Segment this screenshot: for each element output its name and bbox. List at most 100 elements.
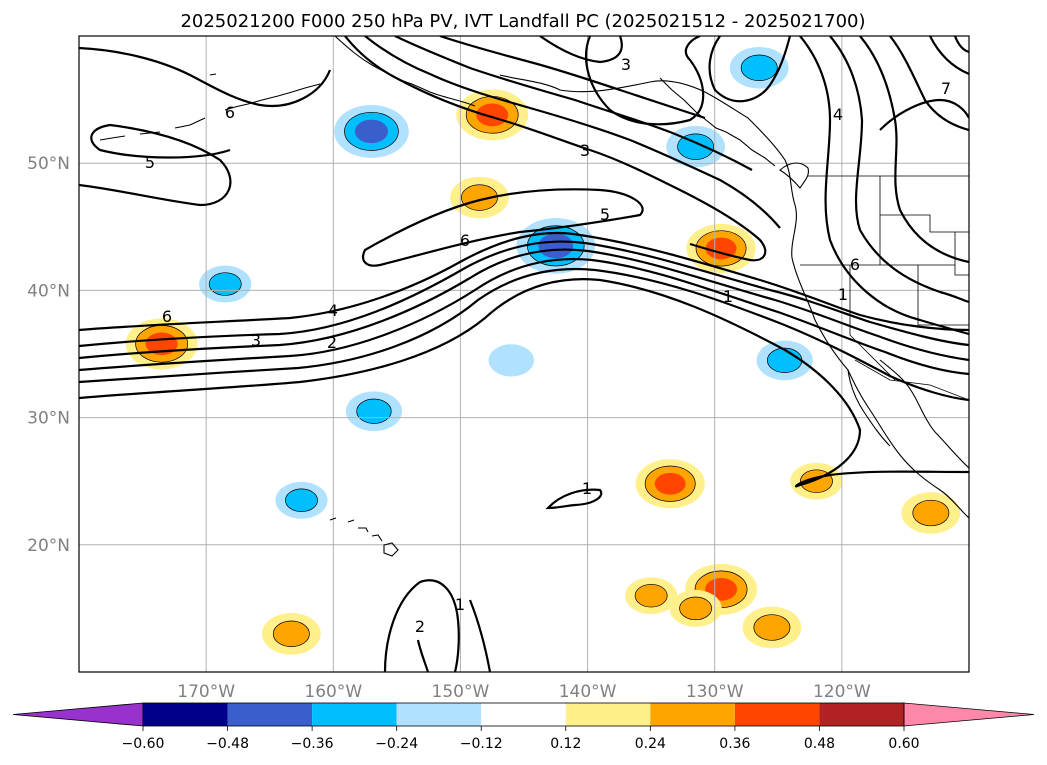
- contour-label: 5: [600, 205, 610, 224]
- contour-label: 3: [251, 331, 261, 350]
- anomaly-shade: [538, 233, 574, 259]
- negative-pv-anomaly: [345, 391, 403, 432]
- anomaly-outline: [695, 230, 747, 267]
- contour-label: 4: [328, 301, 338, 320]
- contour-line: [416, 639, 430, 672]
- contour-label: 5: [145, 153, 155, 172]
- colorbar-segment: [734, 703, 820, 726]
- border-us-states: [800, 176, 969, 381]
- pv-contours: [79, 36, 969, 672]
- contour-line: [79, 240, 969, 348]
- contour-label: 6: [460, 231, 470, 250]
- anomaly-shade: [654, 472, 686, 495]
- contour-label: 1: [582, 479, 592, 498]
- colorbar-segment: [396, 703, 482, 726]
- lon-tick-label: 120°W: [813, 682, 871, 702]
- contour-label: 2: [415, 617, 425, 636]
- lat-tick-label: 50°N: [27, 154, 70, 174]
- negative-pv-anomaly: [275, 481, 328, 519]
- contour-line: [545, 488, 603, 510]
- colorbar: −0.60 −0.48 −0.36 −0.24 −0.12 0.12 0.24 0.36 0.4…: [12, 702, 1035, 752]
- negative-pv-anomaly: [334, 104, 409, 158]
- political-borders: [800, 175, 969, 401]
- map-frame: [78, 35, 970, 673]
- anomaly-shade: [635, 584, 668, 608]
- contour-label: 6: [225, 103, 235, 122]
- contour-line: [585, 36, 705, 126]
- negative-pv-anomaly: [666, 125, 726, 168]
- contour-line: [79, 267, 969, 402]
- contour-line: [394, 36, 753, 171]
- coastline-gulf: [879, 359, 969, 469]
- anomaly-shade: [677, 133, 714, 160]
- colorbar-tick-label: −0.48: [206, 736, 249, 752]
- contour-label: 1: [723, 287, 733, 306]
- contour-line: [439, 36, 706, 120]
- coastline-baja: [847, 369, 891, 447]
- pv-anomaly-layer: [125, 46, 961, 655]
- anomaly-shade: [741, 54, 778, 81]
- colorbar-tick-label: 0.60: [888, 736, 919, 752]
- positive-pv-anomaly: [450, 176, 509, 219]
- negative-pv-anomaly: [488, 344, 535, 377]
- anomaly-shade: [354, 119, 389, 144]
- colorbar-tick-label: −0.36: [291, 736, 334, 752]
- anomaly-shade: [488, 344, 535, 377]
- contour-line: [362, 188, 644, 267]
- anomaly-shade: [273, 621, 310, 647]
- border-us-mexico: [854, 359, 969, 401]
- anomaly-outline: [285, 488, 318, 513]
- hawaii-islands: [329, 517, 399, 557]
- contour-line: [708, 36, 969, 336]
- positive-pv-anomaly: [261, 613, 321, 655]
- contour-label: 1: [838, 285, 848, 304]
- map-panel: 6 5 3 5 6 4 3 2 1 6 1 1 6 7 3 2 1 4 170°…: [27, 35, 970, 702]
- lon-tick-label: 130°W: [686, 682, 744, 702]
- contour-label: 6: [850, 255, 860, 274]
- contour-line: [829, 36, 969, 304]
- anomaly-shade: [285, 488, 318, 512]
- positive-pv-anomaly: [686, 223, 756, 273]
- colorbar-segment: [227, 703, 313, 726]
- contour-label: 6: [162, 307, 172, 326]
- anomaly-outline: [356, 398, 392, 424]
- anomaly-shade: [753, 614, 791, 641]
- anomaly-outline: [272, 620, 310, 648]
- anomaly-outline: [912, 499, 950, 527]
- colorbar-segment: [650, 703, 735, 726]
- coastline-alaska-islands: [99, 73, 321, 141]
- positive-pv-anomaly: [125, 318, 198, 370]
- contour-label: 2: [327, 333, 337, 352]
- latitude-tick-labels: 20°N 30°N 40°N 50°N: [27, 154, 70, 556]
- contour-line: [79, 248, 969, 362]
- anomaly-outline: [679, 596, 713, 621]
- anomaly-outline: [677, 133, 715, 160]
- negative-pv-anomaly: [756, 340, 813, 381]
- anomaly-outline: [344, 111, 399, 151]
- lon-tick-label: 140°W: [559, 682, 617, 702]
- chart-title: 2025021200 F000 250 hPa PV, IVT Landfall…: [180, 11, 865, 32]
- colorbar-frame: [142, 702, 905, 727]
- contour-label: 4: [833, 105, 843, 124]
- positive-pv-anomaly: [635, 459, 705, 509]
- positive-pv-anomaly: [742, 606, 802, 649]
- anomaly-outline: [753, 614, 791, 641]
- positive-pv-anomaly: [790, 462, 843, 500]
- coastline-se-alaska: [659, 77, 776, 167]
- contour-line: [383, 579, 492, 672]
- anomaly-outline: [644, 465, 696, 502]
- anomaly-shade: [461, 184, 498, 211]
- colorbar-tick-label: −0.12: [460, 736, 503, 752]
- contour-line: [344, 36, 767, 262]
- colorbar-tick-label: 0.36: [719, 736, 750, 752]
- anomaly-shade: [679, 597, 712, 620]
- lat-tick-label: 40°N: [27, 281, 70, 301]
- positive-pv-anomaly: [901, 492, 961, 534]
- positive-pv-anomaly: [625, 577, 678, 615]
- anomaly-shade: [912, 500, 949, 526]
- anomaly-outline: [740, 54, 778, 81]
- colorbar-tick-label: −0.60: [122, 736, 165, 752]
- contour-line: [879, 36, 969, 132]
- colorbar-tick-label: 0.24: [635, 736, 666, 752]
